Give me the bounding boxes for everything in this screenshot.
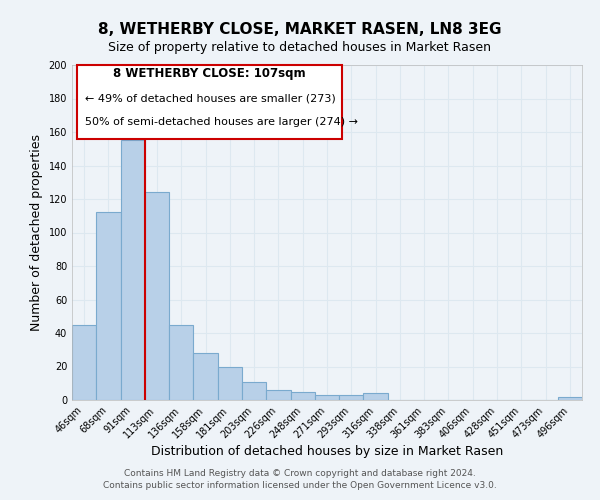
Bar <box>242 382 266 400</box>
Bar <box>290 392 315 400</box>
Text: Contains public sector information licensed under the Open Government Licence v3: Contains public sector information licen… <box>103 481 497 490</box>
Bar <box>193 353 218 400</box>
Bar <box>96 212 121 400</box>
Bar <box>315 395 339 400</box>
FancyBboxPatch shape <box>77 65 342 138</box>
Bar <box>169 324 193 400</box>
Text: 8 WETHERBY CLOSE: 107sqm: 8 WETHERBY CLOSE: 107sqm <box>113 68 306 80</box>
Bar <box>218 366 242 400</box>
Text: ← 49% of detached houses are smaller (273): ← 49% of detached houses are smaller (27… <box>85 93 335 103</box>
Text: Size of property relative to detached houses in Market Rasen: Size of property relative to detached ho… <box>109 42 491 54</box>
Bar <box>121 140 145 400</box>
X-axis label: Distribution of detached houses by size in Market Rasen: Distribution of detached houses by size … <box>151 446 503 458</box>
Bar <box>72 324 96 400</box>
Bar <box>364 394 388 400</box>
Text: 8, WETHERBY CLOSE, MARKET RASEN, LN8 3EG: 8, WETHERBY CLOSE, MARKET RASEN, LN8 3EG <box>98 22 502 38</box>
Y-axis label: Number of detached properties: Number of detached properties <box>30 134 43 331</box>
Bar <box>339 395 364 400</box>
Bar <box>558 396 582 400</box>
Text: Contains HM Land Registry data © Crown copyright and database right 2024.: Contains HM Land Registry data © Crown c… <box>124 468 476 477</box>
Text: 50% of semi-detached houses are larger (274) →: 50% of semi-detached houses are larger (… <box>85 118 358 128</box>
Bar <box>266 390 290 400</box>
Bar <box>145 192 169 400</box>
